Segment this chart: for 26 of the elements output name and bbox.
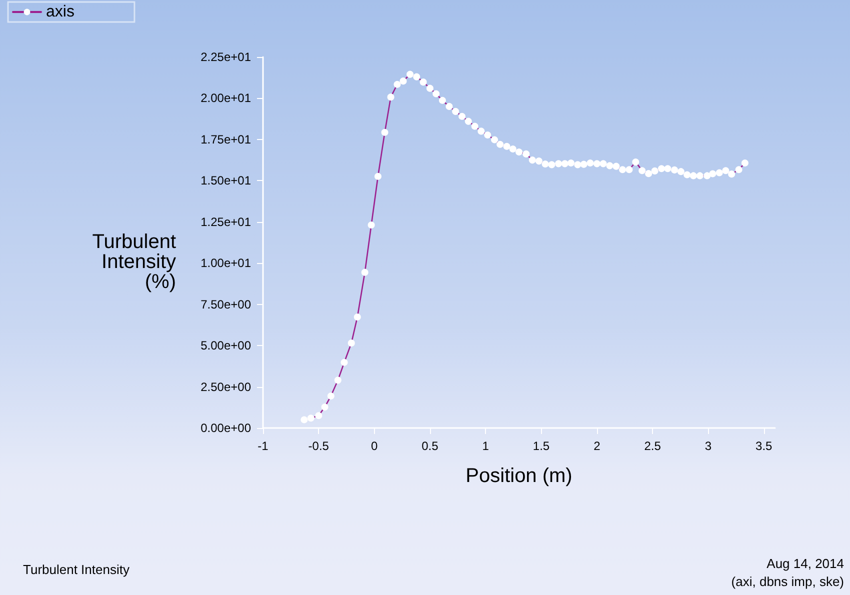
y-tick-label: 2.00e+01 bbox=[200, 91, 252, 106]
x-tick-label: -0.5 bbox=[308, 439, 330, 453]
y-tick-label: 5.00e+00 bbox=[200, 338, 252, 353]
text: Turbulent Intensity bbox=[23, 562, 130, 577]
x-tick-label: 2.5 bbox=[644, 439, 662, 453]
y-tick-label: 1.00e+01 bbox=[200, 256, 252, 270]
y-tick-label: 2.50e+00 bbox=[200, 380, 252, 394]
x-tick-label: -1 bbox=[258, 439, 269, 453]
y-tick-label: 2.25e+01 bbox=[200, 50, 252, 64]
y-tick-label: 7.50e+00 bbox=[200, 297, 252, 312]
y-tick-label: 0.00e+00 bbox=[200, 421, 252, 435]
text: Aug 14, 2014 bbox=[766, 556, 844, 571]
y-tick-label: 1.75e+01 bbox=[200, 132, 252, 146]
x-axis-title: Position (m) bbox=[466, 465, 572, 487]
x-tick-label: 0.5 bbox=[422, 439, 439, 453]
x-tick-label: 1.5 bbox=[532, 439, 550, 453]
text: (axi, dbns imp, ske) bbox=[731, 574, 844, 589]
x-tick-label: 0 bbox=[370, 439, 378, 453]
x-tick-label: 3 bbox=[704, 439, 712, 453]
x-tick-label: 1 bbox=[482, 439, 490, 453]
y-axis-title: Turbulent Intensity (%) bbox=[92, 231, 176, 293]
x-tick-label: 3.5 bbox=[756, 439, 773, 453]
y-tick-label: 1.50e+01 bbox=[200, 174, 252, 188]
legend-label: axis bbox=[46, 4, 74, 20]
y-tick-label: 1.25e+01 bbox=[200, 214, 252, 229]
x-tick-label: 2 bbox=[594, 439, 601, 453]
